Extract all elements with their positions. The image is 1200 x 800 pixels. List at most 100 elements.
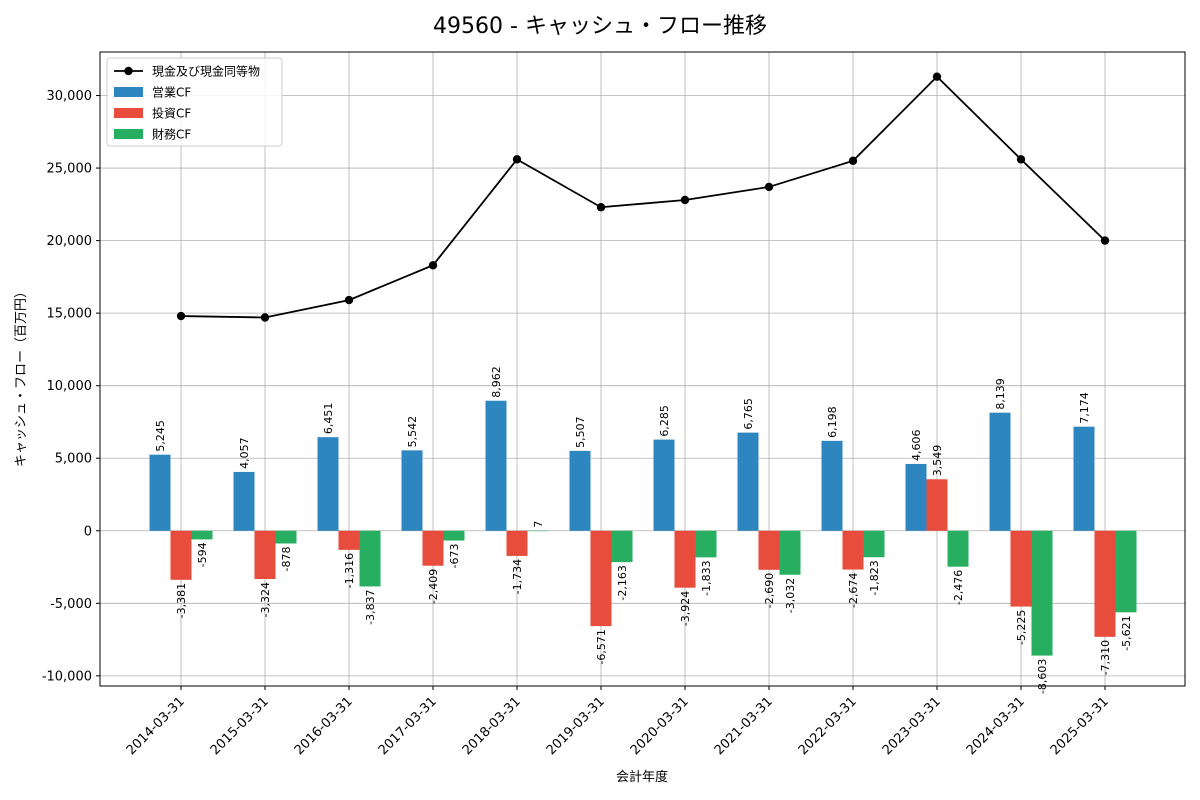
cash-line-path [180,75,1106,319]
bar-value-label: 4,606 [910,429,923,461]
bar-value-label: -1,316 [343,553,356,588]
bar-value-label: -3,324 [259,582,272,617]
legend-label: 営業CF [152,86,191,100]
bar-投資CF [1094,530,1116,637]
x-tick-label: 2017-03-31 [376,694,440,758]
bar-営業CF [737,432,759,531]
bar-value-label: 8,962 [490,366,503,398]
legend-bar-swatch [114,108,143,118]
bar-value-label: 4,057 [238,437,251,469]
cash-line-point [1016,155,1026,164]
bar-投資CF [926,479,948,531]
bar-営業CF [317,437,339,531]
chart-title: 49560 - キャッシュ・フロー推移 [433,14,767,39]
bar-財務CF [863,530,885,558]
bar-value-label: 6,198 [826,406,839,438]
bar-value-label: -2,690 [763,573,776,608]
bar-財務CF [695,530,717,558]
bar-営業CF [1073,426,1095,531]
bar-value-label: -673 [448,544,461,569]
bar-投資CF [674,530,696,588]
bar-財務CF [1031,530,1053,656]
bar-営業CF [149,454,171,531]
y-tick-label: 10,000 [47,379,93,394]
bar-value-label: 5,542 [406,416,419,448]
legend-bar-swatch [114,129,143,139]
cash-line-point [512,155,522,164]
cash-line-point [1100,236,1110,245]
bar-value-label: 6,285 [658,405,671,437]
x-axis-label: 会計年度 [616,769,668,785]
x-tick-label: 2019-03-31 [544,694,608,758]
bar-財務CF [191,530,213,540]
bar-営業CF [233,471,255,531]
y-axis-label: キャッシュ・フロー（百万円） [14,285,29,467]
y-tick-label: 15,000 [47,307,93,322]
bar-営業CF [653,439,675,531]
cash-line-point [764,182,774,192]
bar-labels: 5,245 4,057 6,451 5,542 8,962 5,507 6,285 6,765… [154,366,1133,694]
bar-value-label: -1,833 [700,560,713,595]
bar-value-label: 6,451 [322,403,335,435]
bar-value-label: -594 [196,542,209,567]
legend-label: 現金及び現金同等物 [152,64,260,79]
bar-営業CF [821,440,843,531]
bar-value-label: -1,823 [868,560,881,595]
bar-財務CF [359,530,381,587]
cash-line-point [344,295,354,305]
cash-line-point [848,156,858,166]
x-tick-label: 2020-03-31 [628,694,692,758]
y-axis-ticks: -10,000 -5,000 0 5,000 10,000 15,000 20,000 25,… [42,89,100,684]
bar-投資CF [842,530,864,570]
bar-value-label: -3,032 [784,578,797,613]
y-tick-label: 25,000 [47,162,93,177]
bar-value-label: 3,549 [931,445,944,477]
bar-value-label: -2,476 [952,570,965,605]
bar-営業CF [401,450,423,531]
cash-line-point [680,195,690,205]
bar-営業CF [569,450,591,531]
x-tick-label: 2016-03-31 [292,694,356,758]
bar-投資CF [170,530,192,580]
x-tick-label: 2021-03-31 [712,694,776,758]
y-tick-label: 0 [84,524,92,539]
cash-line-point [428,261,438,270]
bar-財務CF [1115,530,1137,613]
bar-財務CF [443,530,465,541]
bar-営業CF [905,463,927,531]
legend-marker [124,66,133,76]
bar-value-label: -8,603 [1036,659,1049,694]
bar-value-label: -6,571 [595,629,608,664]
bar-value-label: -2,674 [847,573,860,608]
bar-value-label: -3,924 [679,591,692,626]
x-tick-label: 2015-03-31 [208,694,272,758]
legend-label: 投資CF [152,106,191,121]
cash-line-point [596,203,606,212]
cash-line-point [260,313,270,322]
bar-財務CF [947,530,969,567]
bar-財務CF [275,530,297,544]
plot-frame [99,51,1186,687]
bar-営業CF [485,400,507,531]
bar-value-label: 7 [532,521,545,528]
bar-value-label: -5,225 [1015,610,1028,645]
bar-value-label: 5,245 [154,420,167,452]
bar-投資CF [338,530,360,550]
cash-line [176,72,1110,322]
y-tick-label: 20,000 [47,234,93,249]
bar-投資CF [590,530,612,627]
bar-value-label: 8,139 [994,378,1007,410]
bar-投資CF [254,530,276,579]
x-tick-label: 2018-03-31 [460,694,524,758]
y-tick-label: -5,000 [50,597,92,612]
bar-財務CF [527,530,549,532]
grid [100,52,1185,686]
legend-bar-swatch [114,87,143,97]
cash-line-point [932,72,942,81]
y-tick-label: 30,000 [47,89,93,104]
bar-value-label: -7,310 [1099,640,1112,675]
bar-value-label: -3,381 [175,583,188,618]
bar-営業CF [989,412,1011,531]
